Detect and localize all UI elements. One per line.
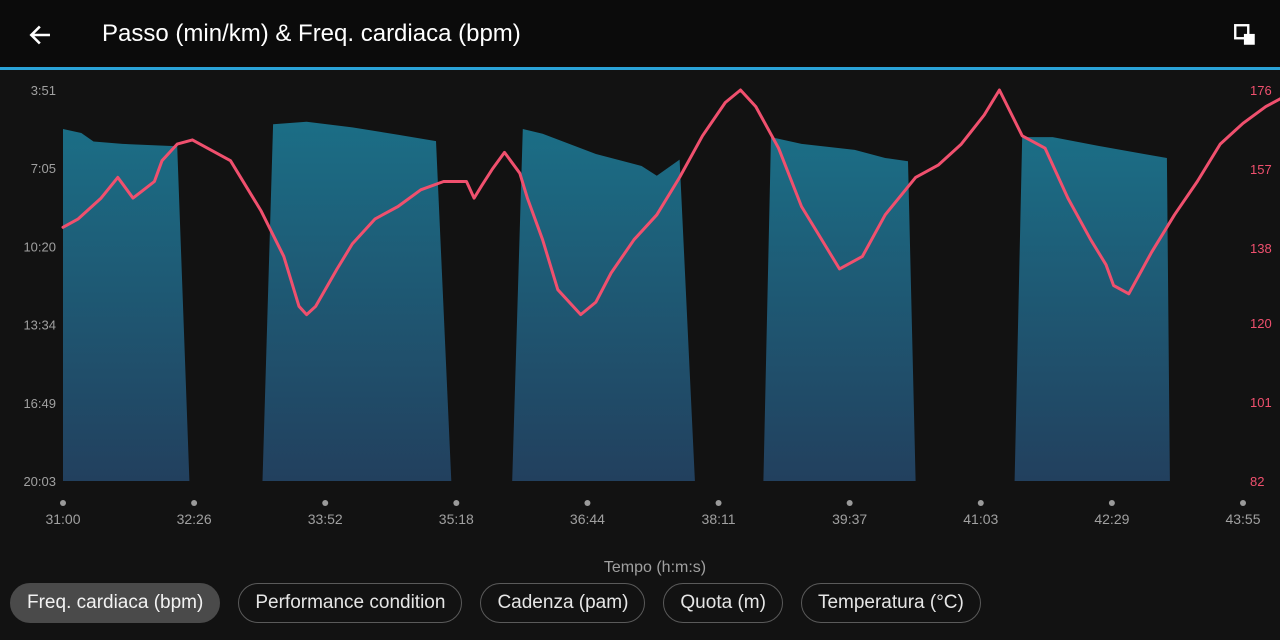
x-axis-tick-dot bbox=[1108, 500, 1115, 506]
x-axis-tick-dot bbox=[60, 500, 66, 506]
pace-area-segment bbox=[63, 129, 190, 481]
left-axis-tick-label: 3:51 bbox=[31, 83, 56, 98]
chip-cadence[interactable]: Cadenza (pam) bbox=[480, 583, 646, 623]
right-axis-tick-label: 82 bbox=[1250, 474, 1264, 489]
pace-area-segment bbox=[763, 137, 916, 481]
page-title: Passo (min/km) & Freq. cardiaca (bpm) bbox=[102, 20, 521, 47]
x-axis-tick-label: 32:26 bbox=[177, 511, 212, 527]
x-axis-tick-dot bbox=[1240, 500, 1246, 506]
x-axis-tick-label: 42:29 bbox=[1094, 511, 1129, 527]
metric-chip-bar: Freq. cardiaca (bpm) Performance conditi… bbox=[10, 583, 981, 623]
chip-elevation[interactable]: Quota (m) bbox=[663, 583, 783, 623]
right-axis-tick-label: 138 bbox=[1250, 241, 1272, 256]
right-axis-tick-label: 101 bbox=[1250, 395, 1272, 410]
x-axis-tick-label: 39:37 bbox=[832, 511, 867, 527]
x-axis-tick-dot bbox=[191, 500, 198, 506]
chip-performance-condition[interactable]: Performance condition bbox=[238, 583, 463, 623]
x-axis-tick-dot bbox=[977, 500, 984, 506]
right-axis-tick-label: 120 bbox=[1250, 316, 1272, 331]
right-axis-tick-label: 157 bbox=[1250, 162, 1272, 177]
left-axis-tick-label: 16:49 bbox=[23, 396, 56, 411]
left-axis-tick-label: 20:03 bbox=[23, 474, 56, 489]
chip-heart-rate[interactable]: Freq. cardiaca (bpm) bbox=[10, 583, 221, 623]
x-axis-tick-dot bbox=[453, 500, 460, 506]
pace-heart-rate-chart: 3:51 7:05 10:20 13:34 16:49 20:03 176 157 138 12… bbox=[23, 83, 1280, 527]
pace-area-segment bbox=[1014, 137, 1170, 481]
right-axis-tick-label: 176 bbox=[1250, 83, 1272, 98]
left-axis-tick-label: 13:34 bbox=[23, 318, 56, 333]
left-axis-tick-label: 10:20 bbox=[23, 239, 56, 254]
x-axis-tick-label: 36:44 bbox=[570, 511, 605, 527]
left-axis-tick-label: 7:05 bbox=[31, 161, 56, 176]
x-axis-tick-dot bbox=[715, 500, 722, 506]
heart-rate-line bbox=[61, 88, 1280, 317]
x-axis-tick-label: 43:55 bbox=[1225, 511, 1260, 527]
chip-temperature[interactable]: Temperatura (°C) bbox=[800, 583, 981, 623]
x-axis-title: Tempo (h:m:s) bbox=[603, 559, 707, 576]
x-axis-tick-label: 41:03 bbox=[963, 511, 998, 527]
arrow-left-icon bbox=[29, 25, 50, 45]
x-axis-tick-dot bbox=[584, 500, 591, 506]
x-axis-tick-label: 35:18 bbox=[439, 511, 474, 527]
back-button[interactable] bbox=[22, 18, 58, 52]
pace-area-segment bbox=[512, 129, 695, 481]
header-accent-line bbox=[0, 67, 1280, 70]
x-axis-tick-dot bbox=[322, 500, 329, 506]
x-axis-tick-dot bbox=[846, 500, 853, 506]
app-bar: Passo (min/km) & Freq. cardiaca (bpm) bbox=[0, 0, 1280, 68]
x-axis-tick-label: 31:00 bbox=[45, 511, 80, 527]
pace-area-segment bbox=[262, 121, 452, 482]
x-axis-tick-label: 38:11 bbox=[702, 511, 736, 527]
expand-icon bbox=[1234, 24, 1255, 45]
expand-button[interactable] bbox=[1228, 18, 1262, 52]
x-axis-tick-label: 33:52 bbox=[308, 511, 343, 527]
